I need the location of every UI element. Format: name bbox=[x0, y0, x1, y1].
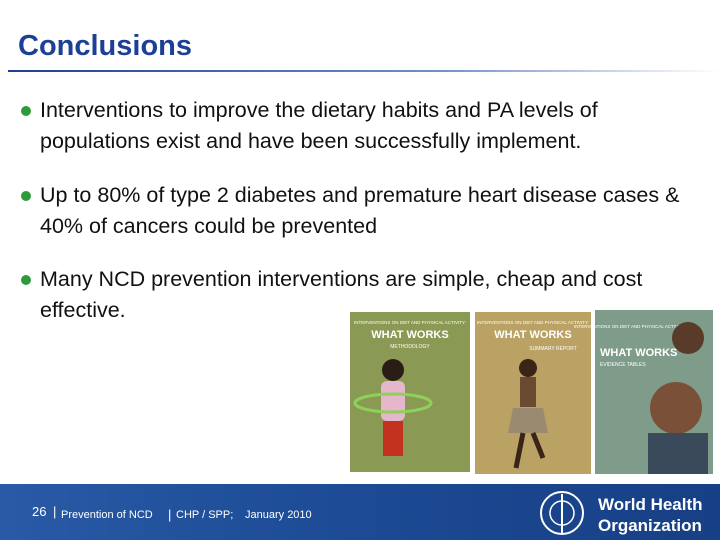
cover-kicker: INTERVENTIONS ON DIET AND PHYSICAL ACTIV… bbox=[574, 324, 686, 329]
bullet-dot bbox=[21, 106, 31, 116]
slide-title: Conclusions bbox=[18, 30, 193, 62]
cover-title: WHAT WORKS bbox=[494, 329, 571, 341]
cover: INTERVENTIONS ON DIET AND PHYSICAL ACTIV… bbox=[574, 310, 713, 474]
separator: | bbox=[168, 507, 172, 522]
bullet: Interventions to improve the dietary hab… bbox=[21, 95, 705, 157]
cover-background bbox=[350, 312, 470, 472]
figure bbox=[520, 377, 536, 407]
figure bbox=[513, 432, 526, 469]
bullet-dot bbox=[21, 191, 31, 201]
figure bbox=[381, 381, 405, 421]
title-rule bbox=[8, 70, 720, 72]
page-number: 26 bbox=[32, 504, 47, 519]
bullet-text: Up to 80% of type 2 diabetes and prematu… bbox=[40, 183, 680, 238]
figure bbox=[530, 432, 546, 459]
cover: INTERVENTIONS ON DIET AND PHYSICAL ACTIV… bbox=[475, 312, 591, 474]
footer-date: January 2010 bbox=[245, 509, 312, 521]
cover-subtitle: SUMMARY REPORT bbox=[529, 346, 577, 352]
cover-title: WHAT WORKS bbox=[600, 347, 677, 359]
figure bbox=[519, 359, 537, 377]
figure bbox=[648, 433, 708, 474]
cover-kicker: INTERVENTIONS ON DIET AND PHYSICAL ACTIV… bbox=[477, 320, 589, 325]
bullet-text: Many NCD prevention interventions are si… bbox=[40, 267, 643, 322]
report-covers: INTERVENTIONS ON DIET AND PHYSICAL ACTIV… bbox=[350, 310, 713, 474]
hoop bbox=[353, 392, 433, 414]
who-logo: World Health Organization bbox=[540, 491, 703, 535]
org-name: World Health bbox=[598, 495, 703, 514]
figure bbox=[383, 421, 403, 456]
separator: | bbox=[53, 504, 57, 519]
footer-unit: CHP / SPP; bbox=[176, 509, 234, 521]
org-name: Organization bbox=[598, 516, 702, 535]
bullet: Many NCD prevention interventions are si… bbox=[21, 264, 705, 326]
cover-subtitle: METHODOLOGY bbox=[390, 344, 430, 350]
cover-title: WHAT WORKS bbox=[371, 329, 448, 341]
cover: INTERVENTIONS ON DIET AND PHYSICAL ACTIV… bbox=[350, 312, 470, 472]
bullet: Up to 80% of type 2 diabetes and prematu… bbox=[21, 180, 705, 242]
footer-band: 26 | Prevention of NCD | CHP / SPP; Janu… bbox=[0, 484, 720, 540]
cover-kicker: INTERVENTIONS ON DIET AND PHYSICAL ACTIV… bbox=[354, 320, 466, 325]
figure bbox=[650, 382, 702, 434]
figure bbox=[382, 359, 404, 381]
cover-subtitle: EVIDENCE TABLES bbox=[600, 362, 646, 368]
bullet-text: Interventions to improve the dietary hab… bbox=[40, 98, 598, 153]
footer-section: Prevention of NCD bbox=[61, 509, 153, 521]
figure bbox=[508, 408, 548, 433]
figure bbox=[672, 322, 704, 354]
bullet-dot bbox=[21, 275, 31, 285]
